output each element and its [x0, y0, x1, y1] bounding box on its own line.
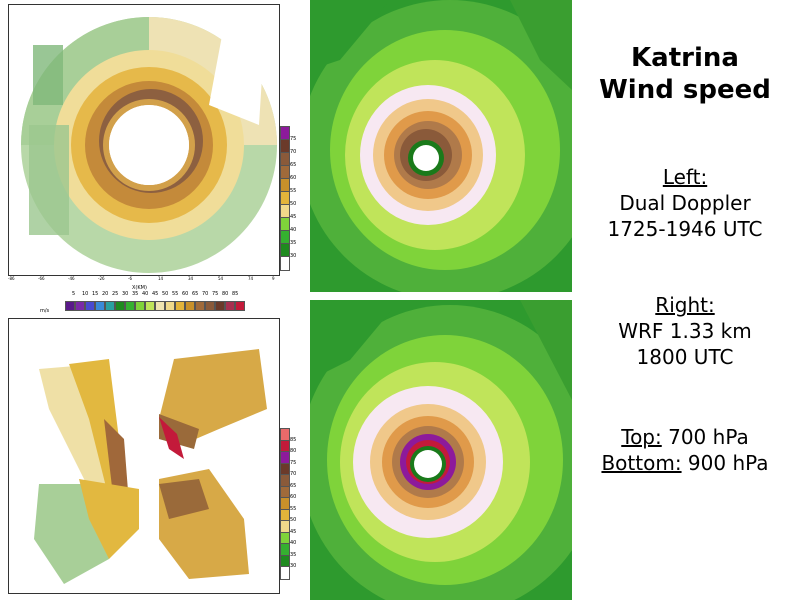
hcolorbar-swatch	[105, 301, 115, 311]
hcolorbar-swatch	[145, 301, 155, 311]
bottom-value: 900 hPa	[681, 451, 769, 475]
wrf-900-panel	[300, 300, 600, 604]
left-description: Left: Dual Doppler 1725-1946 UTC	[580, 164, 790, 242]
left-line-2: 1725-1946 UTC	[607, 217, 763, 241]
colorbar-label: 65	[290, 162, 297, 168]
title-block: Katrina Wind speed	[580, 42, 790, 106]
bottom-label: Bottom:	[601, 451, 682, 475]
top-colorbar: 75 70 65 60 55 50 45 40 35 30	[280, 126, 310, 276]
colorbar-label: 35	[290, 240, 297, 246]
dual-doppler-700-panel	[8, 4, 280, 276]
hcolorbar-label: 85	[232, 291, 239, 297]
hcolorbar-swatch	[175, 301, 185, 311]
hcolorbar-swatch	[85, 301, 95, 311]
colorbar-label: 45	[290, 214, 297, 220]
colorbar-label: 70	[290, 471, 297, 477]
colorbar-label: 80	[290, 448, 297, 454]
hcolorbar-swatch	[65, 301, 75, 311]
hcolorbar-label: 60	[182, 291, 189, 297]
right-line-1: WRF 1.33 km	[618, 319, 752, 343]
wrf-700-panel	[300, 0, 600, 300]
colorbar-label: 50	[290, 517, 297, 523]
colorbar-label: 55	[290, 188, 297, 194]
dual-doppler-900-image	[34, 349, 267, 584]
colorbar-label: 55	[290, 505, 297, 512]
colorbar-label: 60	[290, 494, 297, 500]
hcolorbar-swatch	[165, 301, 175, 311]
colorbar-label: 70	[290, 149, 297, 155]
wrf-900-image	[300, 300, 600, 604]
hcolorbar-swatch	[235, 301, 245, 311]
right-line-2: 1800 UTC	[636, 345, 734, 369]
hcolorbar-swatch	[155, 301, 165, 311]
top-label: Top:	[621, 425, 662, 449]
hcolorbar-swatch	[115, 301, 125, 311]
hcolorbar-label: 70	[202, 291, 209, 297]
hcolorbar-swatch	[95, 301, 105, 311]
hcolorbar-label: 80	[222, 291, 229, 297]
hcolorbar-swatch	[195, 301, 205, 311]
dual-doppler-700-image	[21, 17, 277, 273]
colorbar-unit: m/s	[40, 308, 50, 314]
hcolorbar-label: 40	[142, 291, 149, 297]
colorbar-label: 65	[290, 482, 297, 489]
hcolorbar-label: 45	[152, 291, 159, 297]
colorbar-label: 30	[290, 253, 297, 259]
left-label: Left:	[662, 165, 708, 189]
hcolorbar-label: 35	[132, 291, 139, 297]
horizontal-colorbar: m/s 5 10 15 20 25 30 35 40 45 50 55 60 65 70 75 80 85	[40, 291, 245, 321]
right-description: Right: WRF 1.33 km 1800 UTC	[580, 292, 790, 370]
hcolorbar-swatch	[125, 301, 135, 311]
hcolorbar-label: 50	[162, 291, 169, 297]
top-value: 700 hPa	[661, 425, 749, 449]
title-line-1: Katrina	[631, 43, 739, 73]
hcolorbar-label: 5	[72, 291, 76, 297]
top-left-x-ticks: -86 -66 -46 -26 -6 14 34 54 74 9	[8, 276, 275, 281]
hcolorbar-swatch	[135, 301, 145, 311]
colorbar-label: 60	[290, 175, 297, 181]
left-line-1: Dual Doppler	[619, 191, 751, 215]
colorbar-label: 40	[290, 540, 297, 546]
hcolorbar-label: 20	[102, 291, 109, 297]
hcolorbar-label: 30	[122, 291, 129, 297]
hcolorbar-label: 55	[172, 291, 179, 297]
title-line-2: Wind speed	[599, 75, 771, 105]
wrf-700-image	[300, 0, 600, 300]
bottom-colorbar: 85 80 75 70 65 60 55 50 45 40 35 30	[280, 428, 310, 583]
hcolorbar-swatch	[75, 301, 85, 311]
hcolorbar-swatch	[225, 301, 235, 311]
colorbar-swatch	[280, 256, 290, 271]
hcolorbar-swatch	[205, 301, 215, 311]
hcolorbar-label: 65	[192, 291, 199, 297]
colorbar-swatch	[280, 566, 290, 580]
colorbar-label: 75	[290, 459, 297, 466]
colorbar-label: 40	[290, 227, 297, 233]
dual-doppler-900-panel	[8, 318, 280, 594]
x-axis-label: X(KM)	[132, 285, 147, 291]
right-label: Right:	[655, 293, 715, 317]
hcolorbar-label: 75	[212, 291, 219, 297]
colorbar-label: 30	[290, 563, 297, 569]
hcolorbar-swatch	[185, 301, 195, 311]
hcolorbar-swatch	[215, 301, 225, 311]
colorbar-label: 35	[290, 551, 297, 558]
colorbar-label: 85	[290, 436, 297, 443]
colorbar-label: 50	[290, 201, 297, 207]
colorbar-label: 75	[290, 136, 297, 142]
hcolorbar-label: 25	[112, 291, 119, 297]
hcolorbar-label: 10	[82, 291, 89, 297]
level-description: Top: 700 hPa Bottom: 900 hPa	[580, 424, 790, 476]
colorbar-label: 45	[290, 528, 297, 535]
hcolorbar-label: 15	[92, 291, 99, 297]
